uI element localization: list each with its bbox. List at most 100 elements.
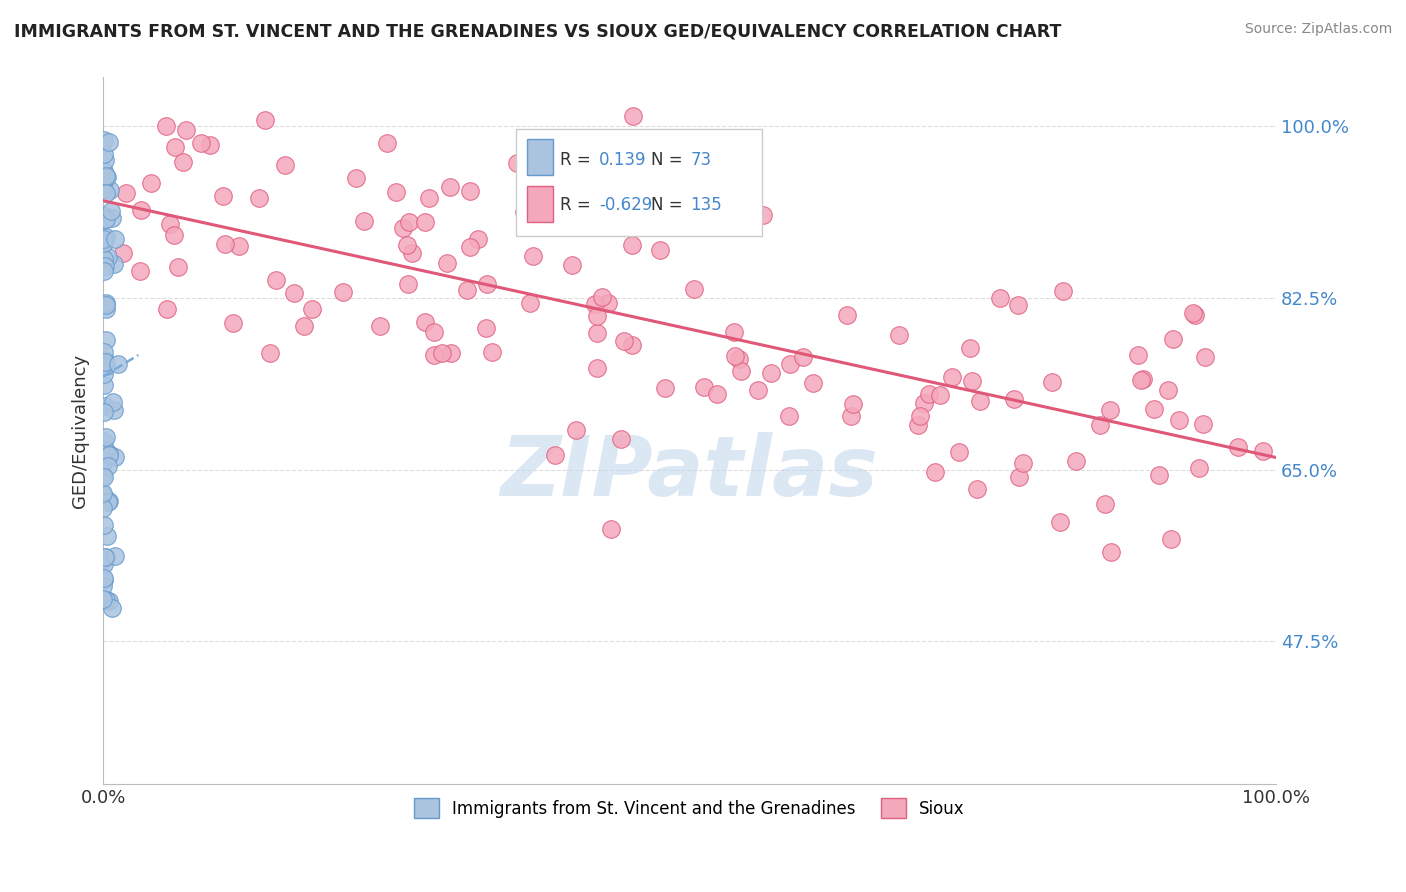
Point [889, 327, 911, 342]
Point [620, 238, 643, 252]
Text: R =: R = [560, 196, 596, 214]
Point [1002, 392, 1025, 407]
Point [93, 352, 115, 367]
Point [93, 557, 115, 571]
Point [1132, 372, 1154, 386]
Text: Source: ZipAtlas.com: Source: ZipAtlas.com [1244, 22, 1392, 37]
Point [481, 345, 503, 359]
Point [747, 383, 769, 397]
Point [1143, 401, 1166, 416]
Point [104, 450, 127, 465]
Point [283, 285, 305, 300]
Point [101, 394, 124, 409]
Point [422, 347, 444, 361]
Point [94, 430, 117, 444]
Point [94, 298, 117, 312]
Point [1188, 460, 1211, 475]
Point [801, 376, 824, 391]
Text: R =: R = [560, 151, 596, 169]
Text: -0.629: -0.629 [599, 196, 652, 214]
Point [93, 486, 115, 500]
Point [253, 113, 276, 128]
Point [966, 483, 988, 497]
Point [93, 550, 115, 565]
Point [621, 109, 644, 123]
Point [93, 146, 115, 161]
Point [759, 366, 782, 380]
Point [174, 123, 197, 137]
Point [550, 206, 572, 220]
Point [585, 326, 607, 341]
Point [93, 453, 115, 467]
Point [100, 204, 122, 219]
Point [156, 302, 179, 317]
Point [96, 296, 118, 310]
Point [648, 244, 671, 258]
Text: N =: N = [651, 151, 688, 169]
Point [960, 374, 983, 388]
Point [103, 257, 125, 271]
Point [988, 291, 1011, 305]
Point [1182, 305, 1205, 319]
Point [93, 377, 115, 392]
Point [98, 182, 121, 196]
Point [941, 369, 963, 384]
Point [1226, 441, 1249, 455]
Point [396, 277, 419, 291]
Point [1049, 516, 1071, 530]
Point [129, 264, 152, 278]
Point [413, 215, 436, 229]
Point [91, 456, 114, 470]
Point [301, 301, 323, 316]
Point [1157, 383, 1180, 397]
Point [929, 388, 952, 402]
Point [513, 205, 536, 219]
Point [94, 209, 117, 223]
Point [1161, 332, 1184, 346]
Point [1099, 545, 1122, 559]
Point [1008, 469, 1031, 483]
Point [1064, 454, 1087, 468]
Point [439, 179, 461, 194]
Point [522, 249, 544, 263]
Point [1192, 417, 1215, 431]
Point [104, 232, 127, 246]
Point [91, 553, 114, 567]
Point [93, 467, 115, 482]
Point [159, 217, 181, 231]
Point [912, 396, 935, 410]
Point [430, 346, 453, 360]
Point [401, 245, 423, 260]
Text: N =: N = [651, 196, 688, 214]
Point [506, 155, 529, 169]
Text: IMMIGRANTS FROM ST. VINCENT AND THE GRENADINES VS SIOUX GED/EQUIVALENCY CORRELAT: IMMIGRANTS FROM ST. VINCENT AND THE GREN… [14, 22, 1062, 40]
Point [129, 203, 152, 218]
Point [344, 170, 367, 185]
Point [924, 465, 946, 479]
Point [165, 140, 187, 154]
Point [96, 169, 118, 184]
Point [91, 591, 114, 606]
Point [683, 283, 706, 297]
Point [93, 252, 115, 266]
Point [91, 182, 114, 196]
Point [693, 380, 716, 394]
Point [97, 495, 120, 509]
Point [475, 321, 498, 335]
Point [561, 258, 583, 272]
Point [591, 290, 613, 304]
Point [100, 211, 122, 225]
Point [908, 409, 931, 424]
Point [94, 593, 117, 607]
Point [948, 445, 970, 459]
Point [1130, 373, 1153, 387]
Point [1012, 456, 1035, 470]
Point [93, 574, 115, 588]
Point [273, 157, 295, 171]
Point [93, 133, 115, 147]
Point [907, 417, 929, 432]
Point [583, 297, 606, 311]
Point [586, 309, 609, 323]
Point [835, 308, 858, 322]
Point [104, 549, 127, 563]
